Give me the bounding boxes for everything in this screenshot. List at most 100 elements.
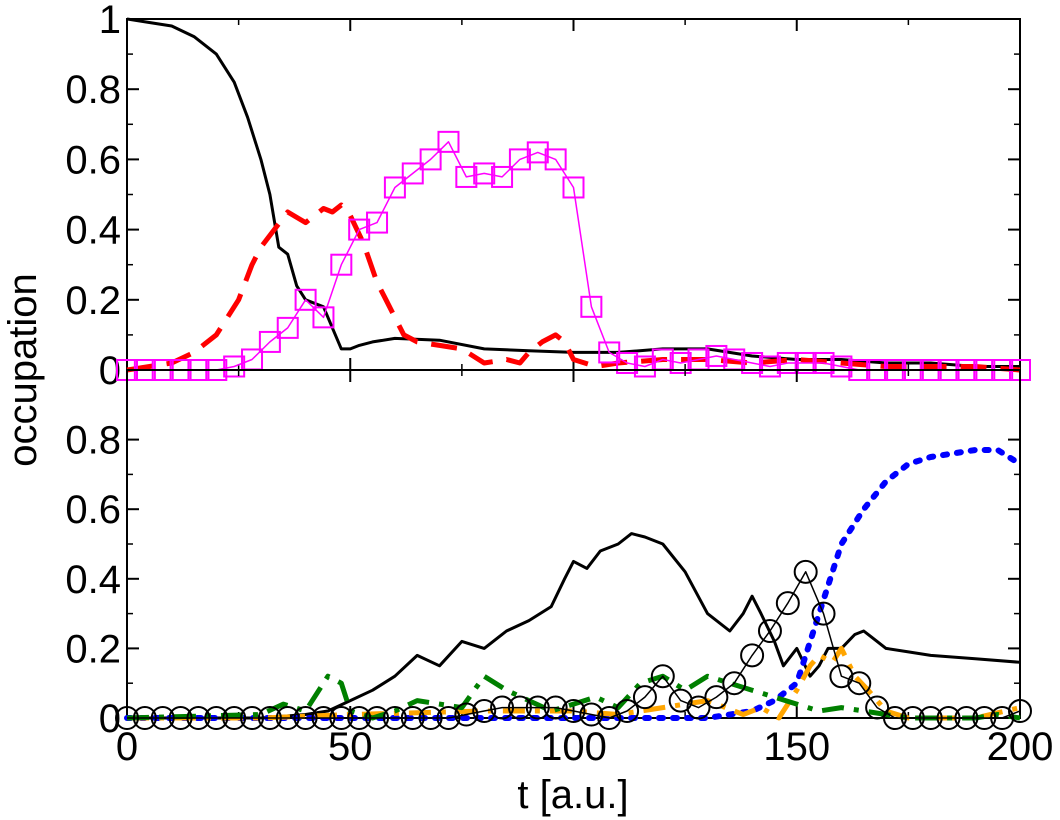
bottom-series-1-line: [124, 447, 1023, 721]
top-series-2-square-marker: [223, 355, 246, 378]
x-tick-label: 0: [116, 725, 138, 769]
bottom-series-4-circle-marker: [311, 706, 336, 730]
top-series-2-square-marker: [794, 351, 817, 374]
bottom-series-4-circle-marker: [329, 706, 354, 730]
bottom-series-4-circle-marker: [204, 706, 229, 730]
top-series-2-square-marker: [330, 253, 353, 276]
top-series-2-square-marker: [455, 165, 478, 188]
top-series-2-square-marker: [294, 288, 317, 311]
bottom-series-4-circle-marker: [382, 706, 407, 730]
top-series-2-square-marker: [419, 148, 442, 171]
top-panel-frame: [126, 18, 1021, 371]
bottom-series-4-circle-marker: [829, 664, 854, 689]
bottom-series-4-circle-marker: [240, 706, 265, 730]
bottom-series-4-circle-marker: [275, 706, 300, 730]
bottom-y-tick-label: 0.2: [65, 627, 121, 671]
bottom-series-4-circle-marker: [722, 671, 747, 696]
top-series-2-square-marker: [348, 218, 371, 241]
bottom-series-4-circle-marker: [490, 695, 515, 720]
bottom-series-4-circle-marker: [597, 706, 622, 730]
top-y-tick-label: 0.2: [65, 279, 121, 323]
bottom-series-4-circle-marker: [186, 706, 211, 730]
bottom-series-4-circle-marker: [132, 706, 157, 730]
top-series-2-square-marker: [562, 176, 585, 199]
bottom-series-4-circle-marker: [972, 706, 997, 730]
bottom-series-4-circle-marker: [436, 706, 461, 730]
top-series-2-square-marker: [473, 162, 496, 185]
bottom-series-4-circle-marker: [686, 695, 711, 720]
bottom-series-4-circle-marker: [847, 671, 872, 696]
x-axis-title: t [a.u.]: [517, 773, 628, 817]
top-series-2-square-marker: [437, 130, 460, 153]
bottom-series-4-circle-marker: [115, 706, 139, 730]
bottom-series-4-circle-marker: [150, 706, 175, 730]
bottom-y-tick-label: 0.8: [65, 419, 121, 463]
top-series-2-square-marker: [633, 355, 656, 378]
bottom-series-4-circle-marker: [293, 706, 318, 730]
top-series-2-square-marker: [312, 306, 335, 329]
bottom-series-4-circle-marker: [740, 643, 765, 668]
top-y-tick-label: 0.6: [65, 138, 121, 182]
x-axis-ticks: 0 50 100 150 200: [116, 725, 1054, 769]
bottom-series-4-circle-marker: [400, 706, 425, 730]
top-y-tick-label: 0.8: [65, 68, 121, 112]
x-tick-label: 100: [540, 725, 607, 769]
top-series-2-square-marker: [776, 351, 799, 374]
bottom-series-4-circle-marker: [793, 559, 818, 584]
bottom-series-4-circle-marker: [347, 706, 372, 730]
bottom-y-tick-label: 0.4: [65, 558, 121, 602]
bottom-series-4-circle-marker: [757, 619, 782, 643]
top-series-2-square-marker: [616, 351, 639, 374]
top-panel: 0 0.2 0.4 0.6 0.8 1: [65, 0, 1031, 393]
bottom-series-4-circle-marker: [615, 699, 640, 724]
x-tick-label: 50: [328, 725, 373, 769]
top-series-2-square-marker: [401, 162, 424, 185]
top-series-2-square-marker: [276, 316, 299, 339]
bottom-series-4-circle-marker: [775, 591, 800, 616]
top-series-2-square-marker: [580, 295, 603, 318]
bottom-series-4-line: [127, 571, 1021, 719]
bottom-series-4-circle-marker: [418, 706, 443, 730]
bottom-series-4-circle-marker: [168, 706, 193, 730]
bottom-y-tick-label: 0.6: [65, 488, 121, 532]
bottom-series-4-circle-marker: [579, 702, 604, 727]
bottom-series-4-circle-marker: [882, 706, 907, 730]
top-series-2-square-marker: [758, 355, 781, 378]
top-y-tick-label: 1: [99, 0, 121, 42]
x-tick-label: 150: [763, 725, 830, 769]
bottom-panel-frame: [126, 369, 1021, 719]
bottom-series-4-circle-marker: [454, 702, 479, 727]
bottom-series-4-circle-marker: [954, 706, 979, 730]
bottom-series-4-circle-marker: [257, 706, 282, 730]
top-series-0-line: [126, 17, 1020, 368]
bottom-series-2-line: [127, 645, 1021, 721]
bottom-series-4-circle-marker: [668, 688, 693, 713]
top-series-2-square-marker: [669, 351, 692, 374]
bottom-series-4-circle-marker: [704, 685, 729, 710]
top-series-2-square-marker: [526, 141, 549, 164]
bottom-series-4-circle-marker: [525, 695, 550, 720]
bottom-series-4-circle-marker: [1008, 699, 1032, 724]
top-series-2-square-marker: [491, 165, 514, 188]
top-series-1-line: [126, 202, 1021, 373]
top-series-2-square-marker: [383, 176, 406, 199]
bottom-series-4-circle-marker: [990, 706, 1015, 730]
top-y-tick-label: 0: [99, 349, 121, 393]
bottom-series-4-circle-marker: [918, 706, 943, 730]
y-axis-title: occupation: [1, 273, 45, 466]
bottom-series-4-circle-marker: [561, 699, 586, 724]
bottom-series-0-line: [127, 532, 1021, 720]
bottom-series-4-circle-marker: [543, 695, 568, 720]
top-series-2-square-marker: [812, 351, 835, 374]
bottom-series-4-circle-marker: [811, 601, 836, 626]
bottom-series-4-circle-marker: [507, 695, 532, 720]
top-series-2-square-marker: [705, 344, 728, 367]
bottom-panel: 0 0.2 0.4 0.6 0.8: [65, 369, 1032, 741]
bottom-series-4-circle-marker: [650, 664, 675, 689]
x-tick-label: 200: [987, 725, 1054, 769]
top-series-2-square-marker: [741, 351, 764, 374]
bottom-series-4-circle-marker: [936, 706, 961, 730]
top-y-tick-label: 0.4: [65, 209, 121, 253]
top-series-2-square-marker: [258, 330, 281, 353]
